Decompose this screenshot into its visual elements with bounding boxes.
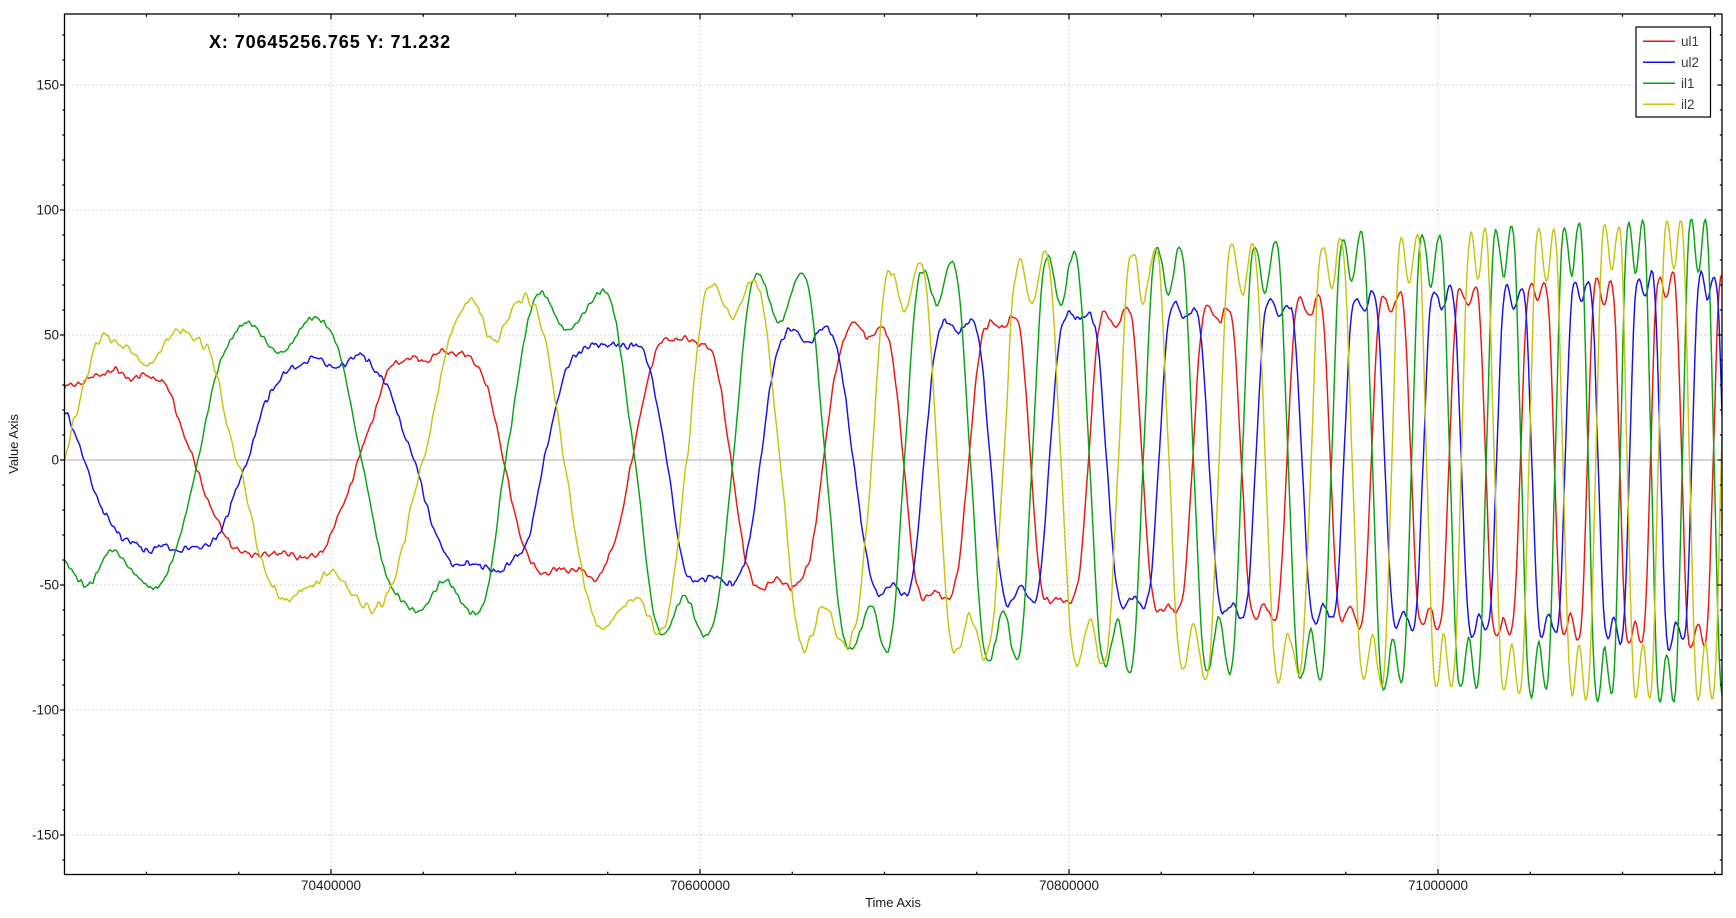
svg-text:150: 150: [36, 78, 59, 93]
svg-text:Value Axis: Value Axis: [6, 414, 21, 474]
svg-text:-50: -50: [39, 578, 59, 593]
svg-text:70400000: 70400000: [301, 878, 361, 893]
svg-text:ul1: ul1: [1681, 34, 1699, 49]
svg-text:il1: il1: [1681, 76, 1695, 91]
svg-text:70600000: 70600000: [670, 878, 730, 893]
svg-text:X: 70645256.765 Y: 71.232: X: 70645256.765 Y: 71.232: [209, 32, 451, 52]
svg-text:100: 100: [36, 203, 59, 218]
svg-text:-100: -100: [32, 703, 59, 718]
svg-text:70800000: 70800000: [1039, 878, 1099, 893]
svg-text:-150: -150: [32, 828, 59, 843]
svg-text:Time Axis: Time Axis: [865, 895, 921, 910]
svg-text:0: 0: [51, 453, 59, 468]
svg-text:50: 50: [44, 328, 59, 343]
svg-text:71000000: 71000000: [1408, 878, 1468, 893]
svg-text:il2: il2: [1681, 97, 1695, 112]
svg-text:ul2: ul2: [1681, 55, 1699, 70]
